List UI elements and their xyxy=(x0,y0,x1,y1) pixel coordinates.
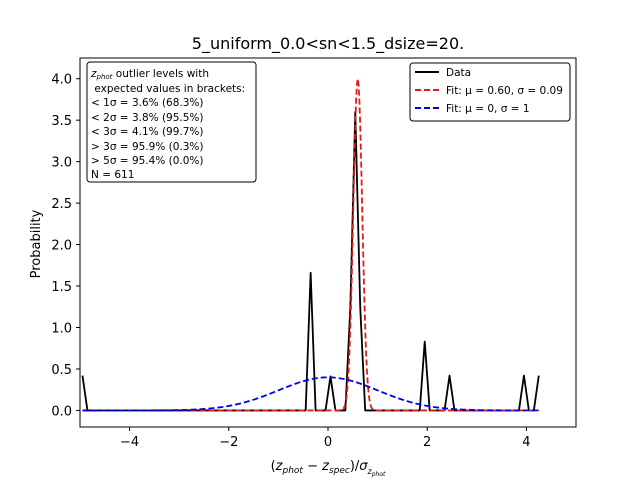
annotation-line-0: zphot outlier levels with xyxy=(90,68,209,81)
x-tick-label: 2 xyxy=(423,435,431,450)
annotation-box-frame xyxy=(86,61,257,183)
chart-title: 5_uniform_0.0<sn<1.5_dsize=20. xyxy=(192,34,464,54)
annotation-line-1: expected values in brackets: xyxy=(91,83,245,95)
annotation-line-7: N = 611 xyxy=(91,169,134,181)
legend-frame xyxy=(409,62,571,122)
y-tick-label: 1.0 xyxy=(51,321,72,336)
legend-label-data: Data xyxy=(446,67,471,79)
y-axis-label: Probability xyxy=(29,209,44,278)
y-tick-label: 1.5 xyxy=(51,280,72,295)
y-tick-label: 4.0 xyxy=(51,73,72,88)
y-tick-label: 0.5 xyxy=(51,363,72,378)
series-fit-standard-line xyxy=(82,376,539,412)
y-axis: 0.0 0.5 1.0 1.5 2.0 2.5 3.0 3.5 4.0 xyxy=(51,73,80,419)
annotation-line-2: < 1σ = 3.6% (68.3%) xyxy=(91,97,204,109)
annotation-line-4: < 3σ = 4.1% (99.7%) xyxy=(91,126,204,138)
series-layer xyxy=(81,77,540,412)
x-tick-label: 0 xyxy=(324,435,332,450)
y-tick-label: 3.0 xyxy=(51,156,72,171)
x-tick-label: 4 xyxy=(522,435,530,450)
legend-label-fit-standard: Fit: μ = 0, σ = 1 xyxy=(446,103,530,115)
annotation-line-6: > 5σ = 95.4% (0.0%) xyxy=(91,155,204,167)
annotation-line-5: > 3σ = 95.9% (0.3%) xyxy=(91,141,204,153)
annotation-box: zphot outlier levels with expected value… xyxy=(86,61,257,183)
y-tick-label: 2.5 xyxy=(51,197,72,212)
annotation-line-3: < 2σ = 3.8% (95.5%) xyxy=(91,112,204,124)
x-tick-label: −2 xyxy=(219,435,238,450)
x-tick-label: −4 xyxy=(120,435,139,450)
y-tick-label: 2.0 xyxy=(51,239,72,254)
legend-label-fit-narrow: Fit: μ = 0.60, σ = 0.09 xyxy=(446,85,563,97)
legend: Data Fit: μ = 0.60, σ = 0.09 Fit: μ = 0,… xyxy=(409,62,571,122)
x-axis: −4 −2 0 2 4 xyxy=(120,427,531,450)
y-tick-label: 3.5 xyxy=(51,114,72,129)
y-tick-label: 0.0 xyxy=(51,404,72,419)
